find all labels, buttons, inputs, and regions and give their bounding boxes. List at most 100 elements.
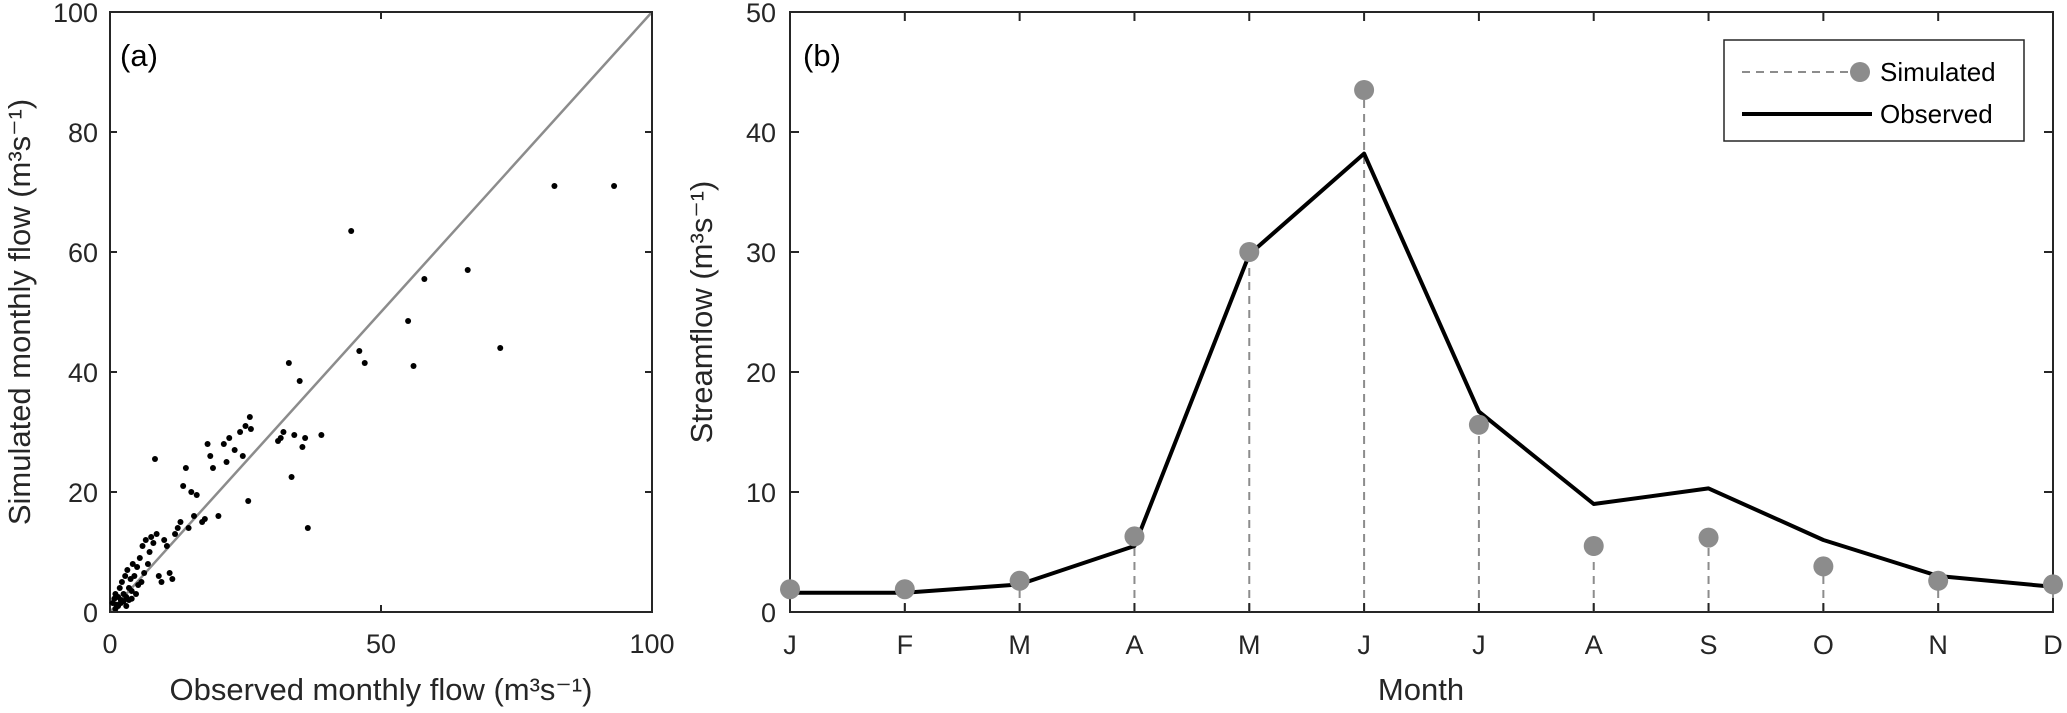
scatter-point xyxy=(129,561,136,567)
scatter-point xyxy=(144,561,151,567)
scatter-point xyxy=(191,513,198,519)
scatter-point xyxy=(128,595,135,602)
x-tick-label: 50 xyxy=(366,629,396,659)
simulated-point xyxy=(1468,414,1489,435)
scatter-point xyxy=(209,465,216,471)
scatter-point xyxy=(299,444,306,450)
scatter-point xyxy=(410,363,417,369)
simulated-point xyxy=(1009,570,1030,591)
identity-line xyxy=(109,11,653,613)
scatter-point xyxy=(134,564,141,570)
y-tick-label: 80 xyxy=(68,118,98,148)
simulated-point xyxy=(2043,574,2063,595)
x-tick-label: J xyxy=(1357,630,1371,660)
scatter-point xyxy=(161,537,168,543)
scatter-point xyxy=(204,441,211,447)
y-tick-label: 50 xyxy=(746,0,776,28)
simulated-point xyxy=(1813,556,1834,577)
scatter-point xyxy=(174,525,181,531)
y-tick-label: 20 xyxy=(68,478,98,508)
panel-a-label: (a) xyxy=(120,38,158,73)
panel-b-y-axis-label: Streamflow (m³s⁻¹) xyxy=(684,181,719,444)
scatter-point xyxy=(138,579,145,585)
scatter-point xyxy=(131,573,138,579)
scatter-point xyxy=(177,519,184,525)
scatter-point xyxy=(611,183,618,189)
scatter-point xyxy=(118,579,125,585)
scatter-point xyxy=(151,456,158,462)
panel-b: J F M A M J J A S O N D 0 10 20 30 40 50 (b) Month Strea… xyxy=(684,0,2063,707)
panel-b-y-ticks: 0 10 20 30 40 50 xyxy=(746,0,2053,628)
scatter-point xyxy=(405,318,412,324)
simulated-stems xyxy=(789,90,2054,612)
scatter-point xyxy=(120,598,127,605)
scatter-points xyxy=(109,183,618,612)
scatter-point xyxy=(291,432,298,438)
scatter-point xyxy=(163,543,170,549)
y-tick-label: 0 xyxy=(761,598,776,628)
scatter-point xyxy=(239,453,246,459)
scatter-point xyxy=(280,429,287,435)
y-tick-label: 100 xyxy=(53,0,98,28)
panel-b-plot-frame xyxy=(789,11,2054,613)
observed-series-line xyxy=(790,151,2054,595)
scatter-point xyxy=(464,267,471,273)
simulated-point xyxy=(1928,570,1949,591)
x-tick-label: A xyxy=(1585,630,1603,660)
scatter-point xyxy=(169,576,176,582)
x-tick-label: 100 xyxy=(629,629,674,659)
legend: Simulated Observed xyxy=(1723,39,2025,142)
panel-a: 0 50 100 0 20 40 60 80 100 (a) Observed monthly… xyxy=(2,0,675,707)
scatter-point xyxy=(133,591,140,597)
simulated-point xyxy=(1239,242,1260,262)
scatter-point xyxy=(247,426,254,432)
scatter-point xyxy=(223,459,230,465)
x-tick-label: M xyxy=(1008,630,1031,660)
scatter-point xyxy=(124,567,131,573)
scatter-point xyxy=(231,447,238,453)
scatter-point xyxy=(304,525,311,531)
x-tick-label: J xyxy=(1472,630,1486,660)
x-tick-label: S xyxy=(1700,630,1718,660)
simulated-point xyxy=(1698,527,1719,548)
panel-b-label: (b) xyxy=(803,38,841,73)
x-tick-label: A xyxy=(1125,630,1143,660)
scatter-point xyxy=(193,492,200,498)
scatter-point xyxy=(246,414,253,420)
scatter-point xyxy=(142,537,149,543)
x-tick-label: D xyxy=(2043,630,2063,660)
scatter-point xyxy=(185,525,192,531)
scatter-point xyxy=(122,573,129,579)
scatter-point xyxy=(136,555,143,561)
scatter-point xyxy=(139,543,146,549)
scatter-point xyxy=(356,348,363,354)
legend-observed-label: Observed xyxy=(1880,99,1993,129)
scatter-point xyxy=(155,573,162,579)
x-tick-label: J xyxy=(783,630,797,660)
scatter-point xyxy=(215,513,222,519)
scatter-point xyxy=(172,531,179,537)
legend-simulated-label: Simulated xyxy=(1880,57,1996,87)
scatter-point xyxy=(188,489,195,495)
panel-a-x-ticks: 0 50 100 xyxy=(102,12,675,659)
panel-a-x-axis-label: Observed monthly flow (m³s⁻¹) xyxy=(170,672,593,707)
scatter-point xyxy=(141,570,148,576)
scatter-point xyxy=(153,531,160,537)
scatter-point xyxy=(166,570,173,576)
x-tick-label: O xyxy=(1813,630,1834,660)
scatter-point xyxy=(242,423,249,429)
scatter-point xyxy=(116,585,123,591)
scatter-point xyxy=(551,183,558,189)
y-tick-label: 20 xyxy=(746,358,776,388)
scatter-point xyxy=(226,435,233,441)
simulated-point xyxy=(894,579,915,600)
x-tick-label: F xyxy=(897,630,914,660)
scatter-point xyxy=(421,276,428,282)
simulated-point xyxy=(780,579,800,600)
y-tick-label: 0 xyxy=(83,598,98,628)
scatter-point xyxy=(146,549,153,555)
scatter-point xyxy=(201,516,208,522)
scatter-point xyxy=(150,540,157,546)
